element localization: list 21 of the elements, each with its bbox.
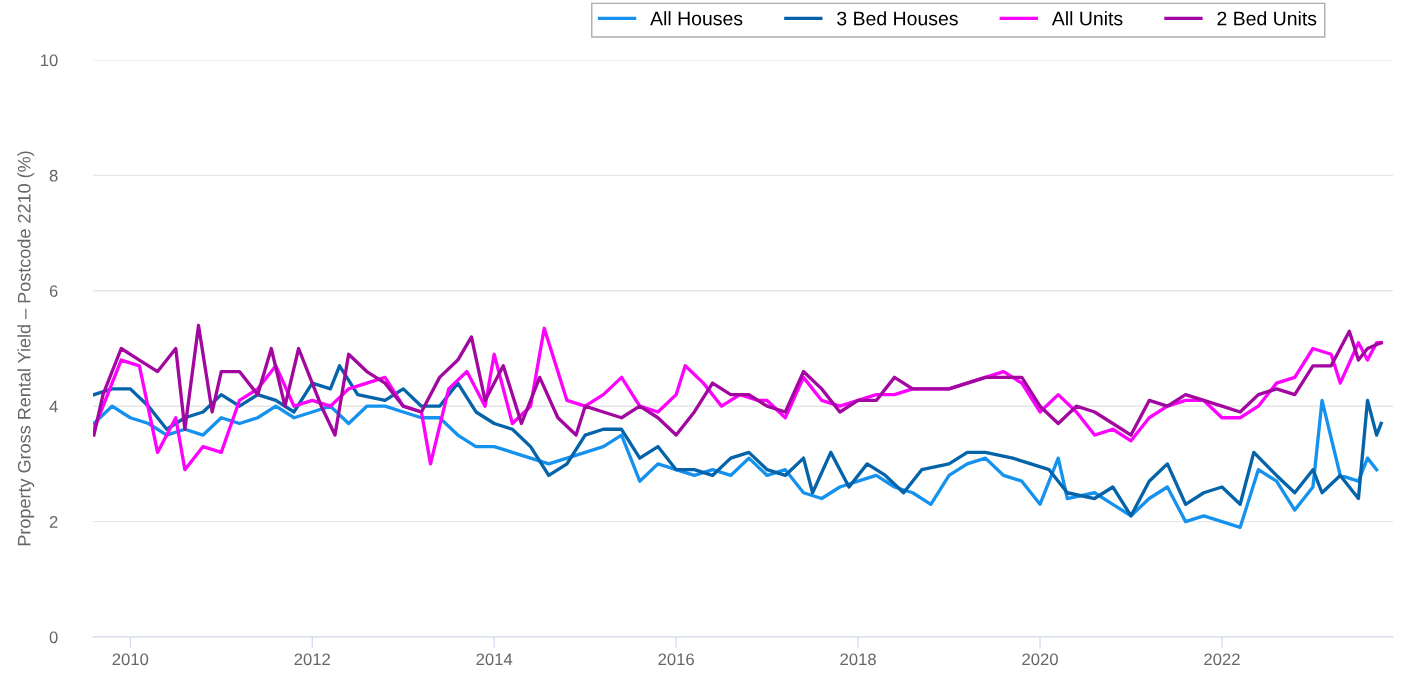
y-tick-label: 0 [49, 631, 58, 644]
y-tick-label: 4 [49, 400, 58, 413]
y-tick-label: 2 [49, 516, 58, 528]
line-series [93, 364, 1383, 518]
x-tick-label: 2016 [658, 653, 694, 666]
y-tick-label: 6 [49, 285, 58, 297]
x-tick-label: 2012 [294, 653, 330, 666]
y-tick-label: 10 [41, 54, 58, 67]
x-tick-label: 2010 [112, 653, 149, 666]
y-axis-title: Property Gross Rental Yield – Postcode 2210 (%) [17, 151, 35, 546]
x-tick-label: 2022 [1204, 653, 1240, 666]
line-series [93, 323, 1383, 437]
legend-label: 2 Bed Units [1217, 11, 1317, 26]
legend-label: All Houses [650, 11, 743, 26]
line-series [93, 398, 1379, 530]
x-tick-label: 2014 [476, 653, 513, 666]
legend-label: 3 Bed Houses [837, 11, 958, 26]
legend-label: All Units [1051, 11, 1123, 26]
x-tick-label: 2018 [840, 653, 876, 666]
y-tick-label: 8 [49, 169, 58, 182]
x-tick-label: 2020 [1022, 653, 1058, 666]
